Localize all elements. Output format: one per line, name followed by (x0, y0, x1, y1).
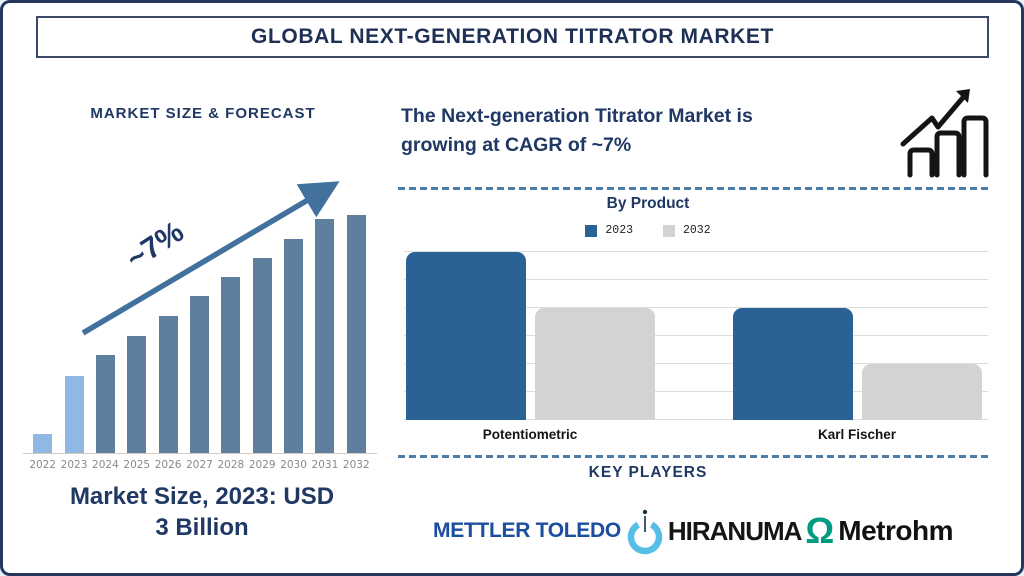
gridline (404, 251, 988, 252)
gridline (404, 307, 988, 308)
forecast-bar-2026 (152, 215, 183, 453)
hiranuma-wordmark: HIRANUMA (667, 515, 803, 546)
by-product-title: By Product (606, 195, 690, 212)
forecast-x-tick-2030: 2030 (280, 459, 307, 471)
forecast-bar-2029 (247, 215, 278, 453)
bar-karl-fischer-2032 (862, 364, 982, 420)
gridline (404, 279, 988, 280)
legend-label-2032: 2032 (683, 224, 711, 237)
product-group-karl-fischer (733, 308, 982, 420)
growth-chart-icon (896, 87, 994, 185)
product-legend: 2023 2032 (398, 224, 898, 237)
power-circle-icon (627, 509, 663, 555)
trend-arrow-icon (81, 181, 340, 336)
bar-potentiometric-2023 (406, 252, 526, 420)
dashed-divider-top (398, 187, 991, 190)
forecast-x-tick-2031: 2031 (311, 459, 339, 471)
mettler-toledo-logo: METTLER TOLEDO (433, 519, 621, 542)
forecast-bar-2023 (58, 215, 89, 453)
forecast-x-tick-2026: 2026 (154, 459, 182, 471)
metrohm-wordmark: Metrohm (838, 515, 953, 546)
forecast-bar-2027 (184, 215, 215, 453)
forecast-x-labels: 2022 2023 2024 2025 2026 2027 2028 2029 2030 2031… (27, 459, 372, 471)
cagr-headline-line2: growing at CAGR of ~7% (401, 134, 632, 157)
legend-item-2023: 2023 (585, 224, 633, 237)
forecast-x-tick-2025: 2025 (123, 459, 151, 471)
legend-swatch-2032 (663, 224, 675, 237)
forecast-bar-2024 (90, 215, 121, 453)
forecast-bar-2032 (341, 215, 372, 453)
key-players-title: KEY PLAYERS (588, 464, 708, 481)
forecast-x-axis (23, 453, 377, 454)
cagr-headline: The Next-generation Titrator Market is g… (401, 102, 881, 161)
legend-swatch-2023 (585, 224, 598, 237)
legend-label-2023: 2023 (605, 224, 633, 237)
forecast-bars (27, 215, 372, 453)
metrohm-logo: Ω Metrohm (805, 513, 953, 549)
hiranuma-logo: HIRANUMA (625, 506, 802, 556)
gridline (404, 391, 988, 392)
gridline (404, 335, 988, 336)
gridline (404, 419, 988, 420)
forecast-bar-2031 (309, 215, 340, 453)
market-size-caption-line1: Market Size, 2023: USD (69, 483, 335, 510)
key-players-logos: METTLER TOLEDO HIRANUMA Ω Metrohm (433, 495, 953, 567)
gridline (404, 363, 988, 364)
forecast-bar-2028 (215, 215, 246, 453)
forecast-x-tick-2028: 2028 (217, 459, 245, 471)
forecast-bar-2030 (278, 215, 309, 453)
forecast-x-tick-2027: 2027 (186, 459, 213, 471)
bar-potentiometric-2032 (535, 308, 655, 420)
market-size-caption-line2: 3 Billion (155, 514, 249, 542)
forecast-x-tick-2029: 2029 (248, 459, 276, 471)
forecast-x-tick-2024: 2024 (92, 459, 119, 471)
trend-arrow-layer: ~7% (27, 173, 372, 455)
omega-icon: Ω (805, 510, 835, 551)
product-group-potentiometric (406, 252, 655, 420)
forecast-x-tick-2022: 2022 (29, 459, 57, 471)
product-chart-plot (404, 251, 988, 420)
forecast-bar-2025 (121, 215, 152, 453)
forecast-bar-2022 (27, 215, 58, 453)
page-title: GLOBAL NEXT-GENERATION TITRATOR MARKET (251, 25, 774, 48)
dashed-divider-bottom (398, 455, 991, 458)
forecast-x-tick-2032: 2032 (342, 459, 370, 471)
category-label-karl-fischer: Karl Fischer (817, 427, 897, 442)
legend-item-2032: 2032 (663, 224, 711, 237)
cagr-headline-line1: The Next-generation Titrator Market is (401, 105, 753, 127)
title-banner: GLOBAL NEXT-GENERATION TITRATOR MARKET (36, 16, 989, 58)
bar-karl-fischer-2023 (733, 308, 853, 420)
category-label-potentiometric: Potentiometric (482, 427, 578, 442)
market-size-forecast-heading: MARKET SIZE & FORECAST (90, 105, 316, 122)
market-size-caption: Market Size, 2023: USD 3 Billion (21, 481, 383, 543)
forecast-x-tick-2023: 2023 (60, 459, 88, 471)
